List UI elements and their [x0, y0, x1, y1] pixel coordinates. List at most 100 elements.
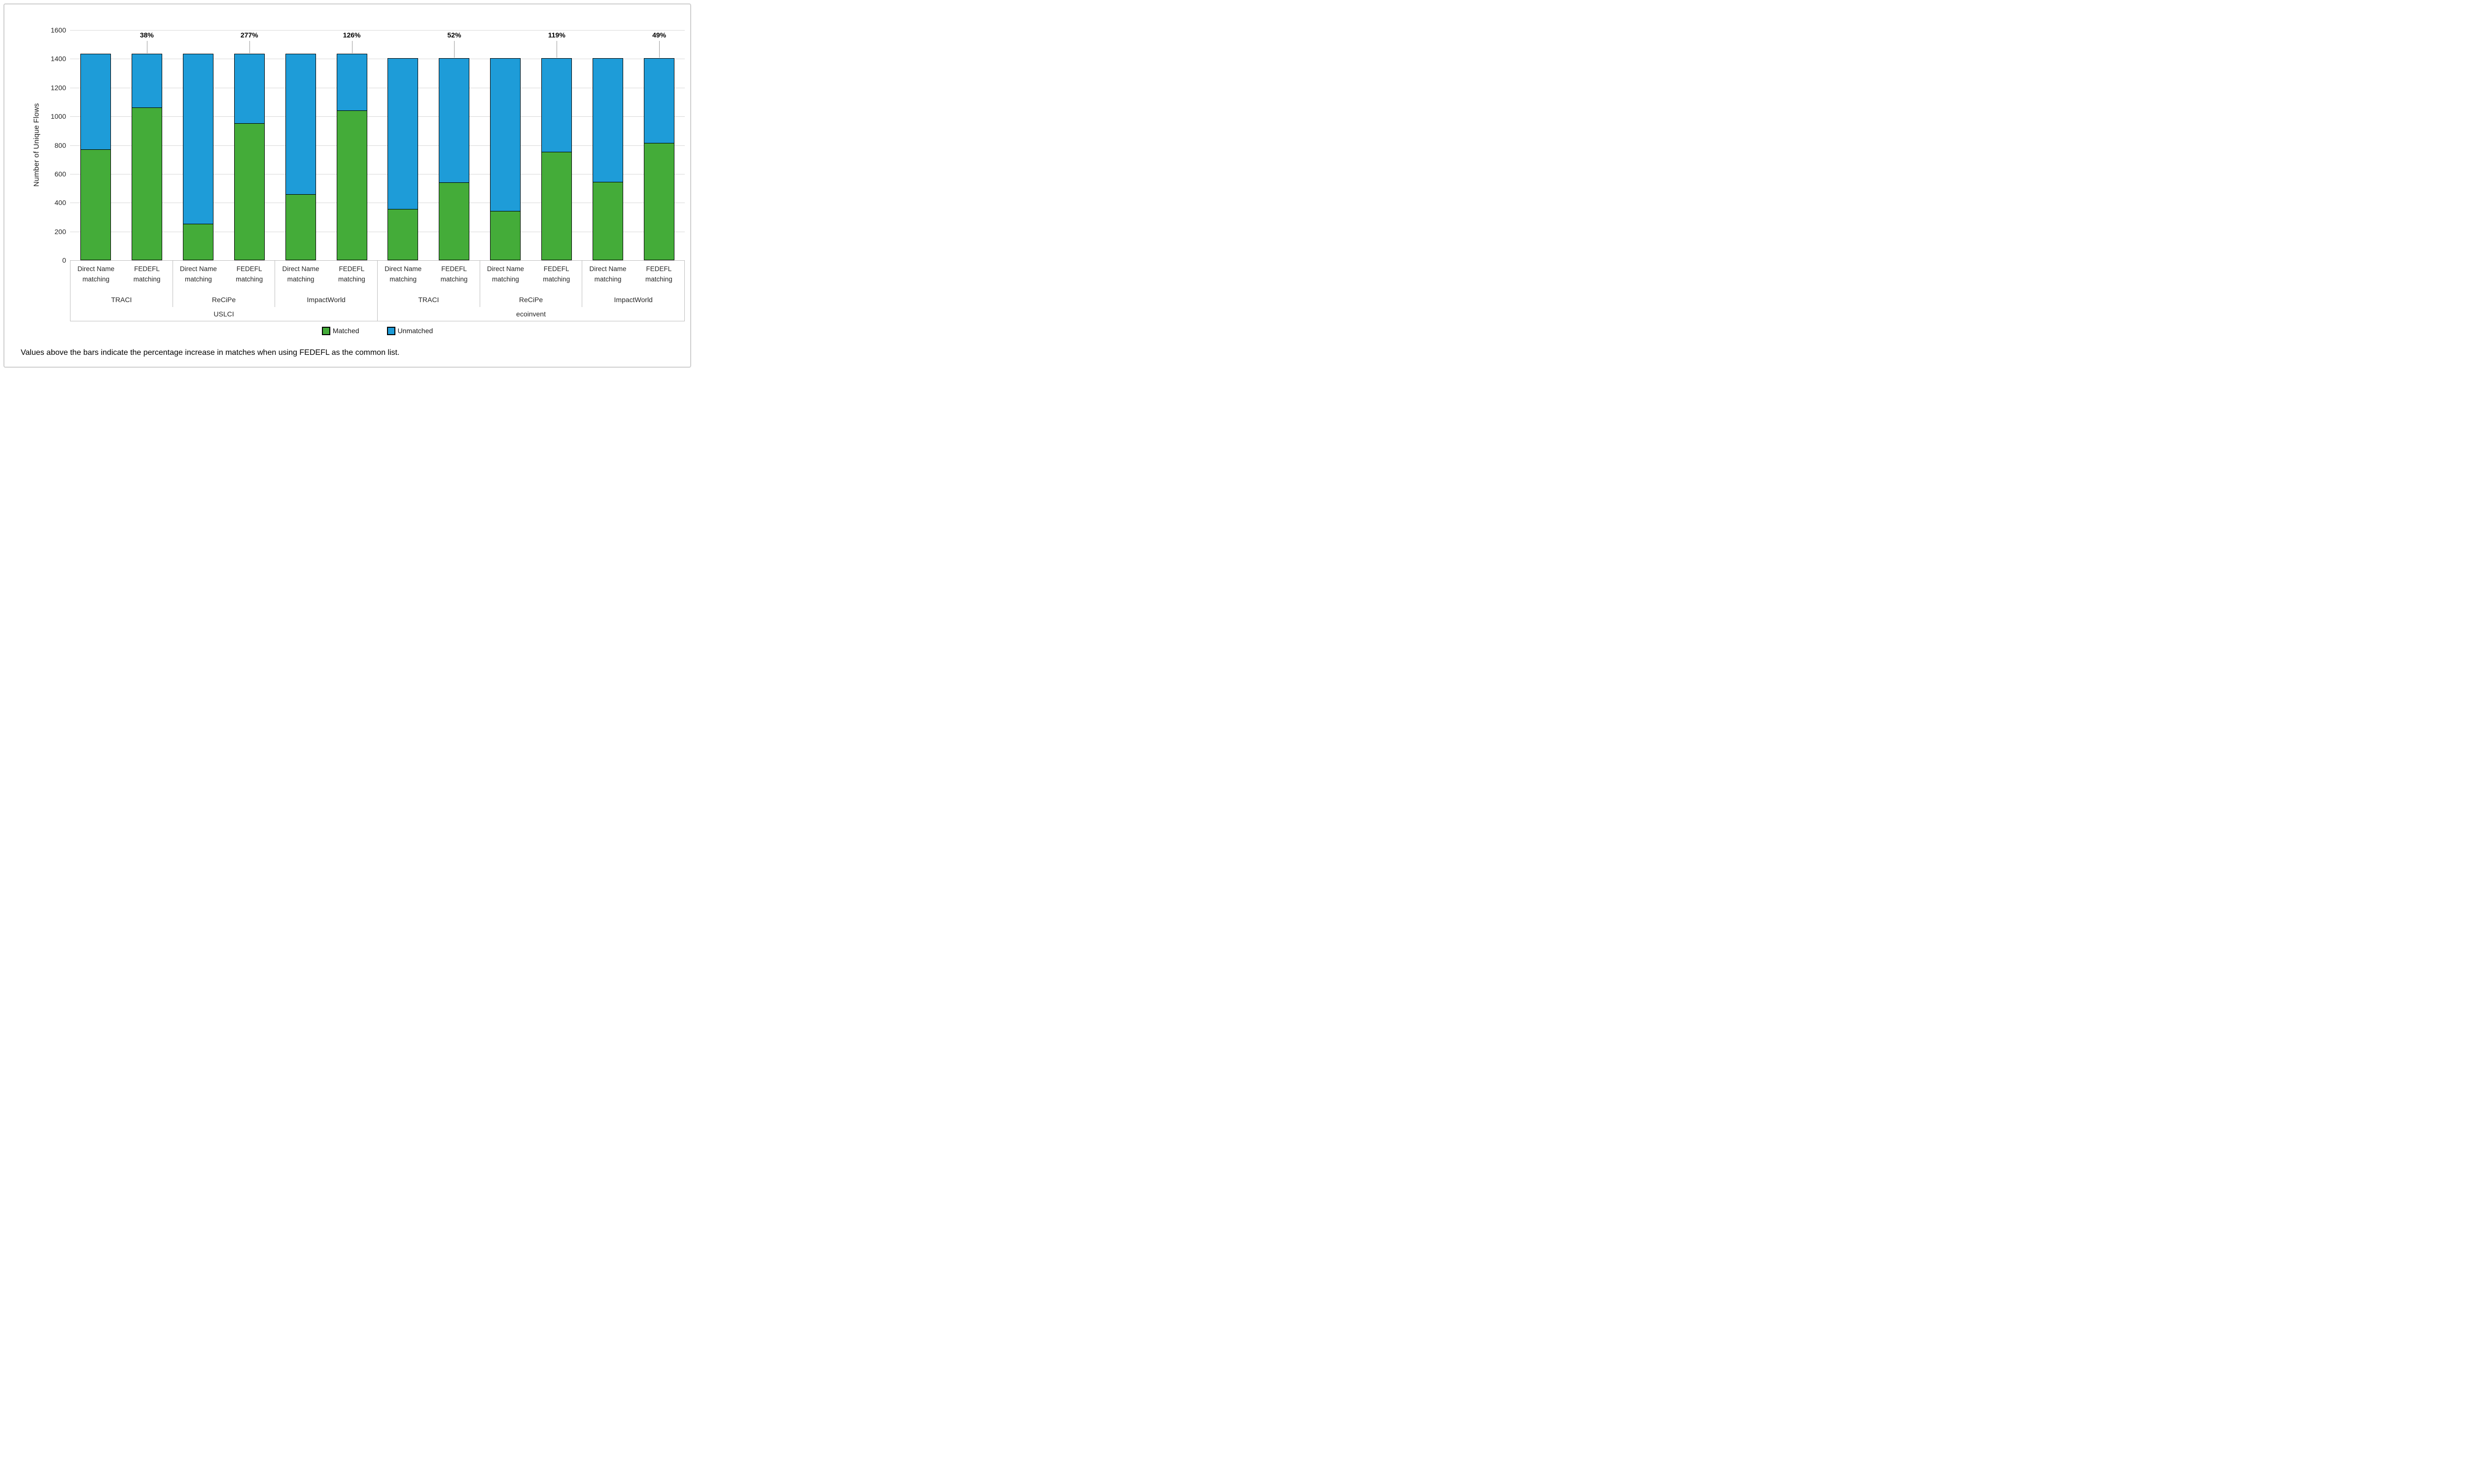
category-row: Direct Name matching FEDEFL matching — [275, 260, 377, 294]
bar-slot — [70, 30, 121, 260]
y-tick-label: 1200 — [50, 83, 66, 92]
pct-increase-label: 126% — [343, 31, 361, 39]
bars-container: 38% 277% 126% 52% 119% 49% — [70, 30, 685, 260]
category-row: Direct Name matching FEDEFL matching — [70, 260, 173, 294]
group-label: ReCiPe — [211, 296, 236, 304]
category-row: Direct Name matching FEDEFL matching — [582, 260, 684, 294]
stacked-bar — [490, 58, 521, 260]
bar-slot — [275, 30, 326, 260]
y-tick-label: 600 — [54, 170, 66, 178]
pct-increase-label: 38% — [140, 31, 154, 39]
dataset-block: Direct Name matching FEDEFL matching TRACI… — [377, 260, 684, 321]
legend-entry-matched: Matched — [321, 326, 359, 335]
legend: Matched Unmatched — [70, 326, 685, 336]
bar-slot: 52% — [428, 30, 480, 260]
category-label: FEDEFL matching — [338, 265, 365, 283]
groups-row: Direct Name matching FEDEFL matching TRACI… — [378, 260, 684, 307]
unmatched-segment — [337, 54, 367, 111]
group-block: Direct Name matching FEDEFL matching ReCiP… — [172, 260, 275, 307]
group-block: Direct Name matching FEDEFL matching Impac… — [582, 260, 684, 307]
matched-segment — [542, 152, 572, 260]
unmatched-segment — [285, 54, 316, 195]
legend-label-unmatched: Unmatched — [397, 327, 433, 335]
y-tick-label: 800 — [54, 141, 66, 149]
group-block: Direct Name matching FEDEFL matching TRACI — [378, 260, 480, 307]
bar-slot — [582, 30, 634, 260]
bar-slot: 38% — [121, 30, 173, 260]
stacked-bar — [593, 58, 624, 260]
y-tick-label: 0 — [62, 256, 66, 264]
stacked-bar — [80, 54, 111, 260]
legend-entry-unmatched: Unmatched — [387, 326, 433, 335]
category-row: Direct Name matching FEDEFL matching — [173, 260, 275, 294]
group-block: Direct Name matching FEDEFL matching TRACI — [70, 260, 173, 307]
unmatched-segment — [132, 54, 162, 108]
matched-segment — [644, 143, 674, 260]
matched-segment — [132, 108, 162, 260]
matched-segment — [285, 194, 316, 260]
dataset-block: Direct Name matching FEDEFL matching TRACI… — [70, 260, 377, 321]
matched-segment — [491, 211, 521, 260]
group-block: Direct Name matching FEDEFL matching Impac… — [275, 260, 377, 307]
group-label: TRACI — [418, 296, 439, 304]
dataset-label: ecoinvent — [516, 310, 546, 318]
unmatched-segment — [542, 58, 572, 153]
pct-increase-label: 277% — [240, 31, 258, 39]
group-label: ImpactWorld — [614, 296, 653, 304]
y-tick-label: 200 — [54, 227, 66, 236]
bar-slot: 126% — [326, 30, 378, 260]
legend-swatch-matched — [321, 326, 330, 335]
group-label: ReCiPe — [519, 296, 543, 304]
leader-line — [454, 41, 455, 58]
category-label: FEDEFL matching — [645, 265, 672, 283]
stacked-bar — [182, 54, 213, 260]
bar-slot: 277% — [224, 30, 275, 260]
unmatched-segment — [644, 58, 674, 144]
bar-slot: 49% — [634, 30, 685, 260]
gridline — [70, 116, 685, 117]
pct-increase-label: 52% — [447, 31, 461, 39]
bar-slot: 119% — [531, 30, 582, 260]
category-label: Direct Name matching — [589, 265, 627, 283]
category-row: Direct Name matching FEDEFL matching — [480, 260, 582, 294]
unmatched-segment — [388, 58, 418, 210]
leader-line — [249, 41, 250, 54]
matched-segment — [80, 150, 110, 260]
bar-slot — [173, 30, 224, 260]
stacked-bar — [285, 54, 316, 260]
category-label: FEDEFL matching — [236, 265, 263, 283]
matched-segment — [388, 209, 418, 260]
group-label: ImpactWorld — [307, 296, 346, 304]
unmatched-segment — [439, 58, 469, 183]
bar-slot — [480, 30, 531, 260]
unmatched-segment — [80, 54, 110, 150]
unmatched-segment — [491, 58, 521, 211]
matched-segment — [337, 111, 367, 260]
matched-segment — [183, 224, 213, 260]
stacked-bar — [336, 54, 367, 260]
bar-slot — [378, 30, 429, 260]
category-row: Direct Name matching FEDEFL matching — [378, 260, 480, 294]
category-label: Direct Name matching — [282, 265, 319, 283]
stacked-bar — [234, 54, 265, 260]
category-label: FEDEFL matching — [440, 265, 468, 283]
gridline — [70, 145, 685, 146]
y-tick-label: 1600 — [50, 26, 66, 34]
unmatched-segment — [234, 54, 264, 124]
stacked-bar — [387, 58, 419, 260]
category-label: FEDEFL matching — [133, 265, 161, 283]
y-tick-label: 400 — [54, 199, 66, 207]
stacked-bar — [644, 58, 675, 260]
category-label: Direct Name matching — [385, 265, 422, 283]
category-axis: Direct Name matching FEDEFL matching TRACI… — [70, 260, 685, 321]
group-label: TRACI — [111, 296, 132, 304]
stacked-bar — [131, 54, 162, 260]
groups-row: Direct Name matching FEDEFL matching TRACI… — [70, 260, 377, 307]
figure-canvas: Number of Unique Flows 38% 277% 126% 52% 119… — [0, 0, 695, 371]
category-label: FEDEFL matching — [543, 265, 570, 283]
pct-increase-label: 119% — [548, 31, 565, 39]
pct-increase-label: 49% — [652, 31, 667, 39]
category-label: Direct Name matching — [77, 265, 115, 283]
legend-label-matched: Matched — [332, 327, 359, 335]
stacked-bar — [541, 58, 572, 260]
